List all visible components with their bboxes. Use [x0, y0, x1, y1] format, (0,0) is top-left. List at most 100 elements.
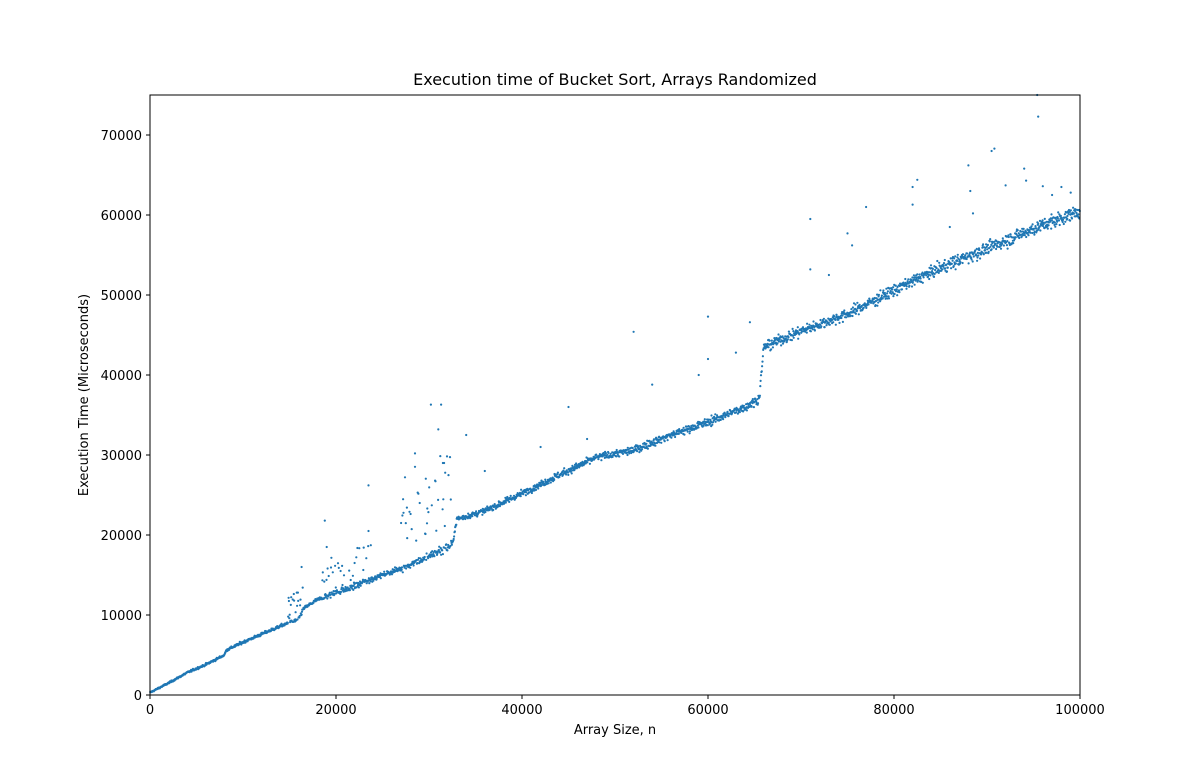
- data-point: [767, 346, 770, 349]
- data-point: [455, 523, 458, 526]
- data-point: [960, 257, 963, 260]
- data-point: [954, 262, 958, 265]
- data-point: [986, 248, 989, 251]
- data-point: [413, 452, 417, 455]
- data-point: [951, 259, 954, 262]
- data-point: [919, 277, 922, 280]
- data-point: [440, 553, 443, 556]
- y-tick-label: 50000: [101, 289, 142, 304]
- data-point: [759, 374, 763, 377]
- data-point: [778, 338, 781, 341]
- data-point: [1074, 210, 1077, 213]
- data-point: [565, 469, 568, 472]
- data-point: [761, 355, 765, 358]
- data-point: [433, 555, 436, 558]
- y-tick-label: 70000: [101, 129, 142, 144]
- data-point: [326, 597, 329, 600]
- y-tick-label: 10000: [101, 609, 142, 624]
- data-point: [857, 313, 860, 316]
- data-point: [865, 205, 868, 209]
- data-point: [1053, 221, 1056, 224]
- data-point: [908, 284, 911, 287]
- data-point: [1030, 225, 1033, 228]
- data-point: [759, 385, 762, 388]
- data-point: [868, 297, 871, 300]
- data-point: [329, 596, 332, 599]
- data-point: [400, 566, 404, 569]
- data-point: [530, 491, 534, 495]
- data-point: [1042, 222, 1045, 226]
- data-point: [879, 300, 882, 303]
- data-point: [438, 551, 442, 554]
- data-point: [423, 555, 426, 559]
- data-point: [777, 340, 781, 343]
- data-point: [438, 545, 441, 548]
- data-point: [498, 505, 501, 508]
- data-point: [751, 398, 754, 401]
- data-point: [1027, 234, 1030, 237]
- data-point: [471, 515, 474, 518]
- data-point: [1062, 218, 1065, 221]
- data-point: [832, 321, 835, 324]
- data-point: [760, 370, 763, 373]
- data-point: [987, 247, 991, 250]
- data-point: [496, 505, 500, 508]
- data-point: [600, 459, 603, 462]
- y-axis-label: Execution Time (Microseconds): [77, 294, 92, 496]
- data-point: [334, 586, 337, 589]
- data-point: [658, 441, 661, 444]
- data-point: [761, 360, 764, 363]
- data-point: [1012, 242, 1015, 245]
- data-point: [791, 327, 794, 330]
- data-point: [855, 309, 859, 312]
- data-point: [748, 403, 752, 406]
- data-point: [1038, 225, 1041, 228]
- data-point: [441, 549, 444, 552]
- data-point: [666, 439, 669, 442]
- data-point: [441, 508, 444, 511]
- data-point: [344, 585, 347, 589]
- data-point: [324, 593, 327, 596]
- data-point: [492, 508, 495, 512]
- data-point: [606, 453, 609, 456]
- data-point: [1041, 224, 1045, 228]
- data-point: [956, 259, 959, 262]
- data-point: [841, 320, 845, 323]
- data-point: [441, 553, 444, 556]
- data-point: [748, 321, 752, 324]
- data-point: [648, 439, 651, 442]
- data-point: [621, 452, 625, 455]
- data-point: [430, 504, 433, 507]
- data-point: [742, 404, 746, 407]
- data-point: [911, 276, 914, 279]
- data-point: [948, 225, 951, 229]
- data-point: [321, 571, 324, 574]
- data-point: [772, 341, 775, 345]
- data-point: [369, 544, 372, 547]
- data-point: [736, 412, 740, 415]
- data-point: [893, 292, 896, 296]
- data-point: [335, 592, 338, 595]
- data-point: [900, 288, 904, 291]
- data-point: [885, 287, 888, 290]
- data-point: [992, 246, 996, 249]
- data-point: [974, 249, 977, 252]
- data-point: [652, 438, 656, 441]
- data-point: [987, 250, 990, 253]
- data-point: [367, 484, 370, 487]
- data-point: [834, 318, 837, 321]
- data-point: [979, 257, 982, 260]
- data-point: [916, 273, 919, 276]
- data-point: [402, 498, 405, 501]
- data-point: [367, 545, 370, 548]
- data-point: [886, 290, 890, 293]
- data-point: [448, 456, 452, 459]
- data-point: [604, 452, 608, 455]
- data-point: [865, 306, 868, 309]
- data-point: [467, 512, 470, 515]
- data-point: [504, 501, 507, 504]
- data-point: [722, 414, 725, 417]
- data-point: [995, 240, 998, 243]
- data-point: [1020, 235, 1023, 238]
- data-point: [954, 255, 957, 258]
